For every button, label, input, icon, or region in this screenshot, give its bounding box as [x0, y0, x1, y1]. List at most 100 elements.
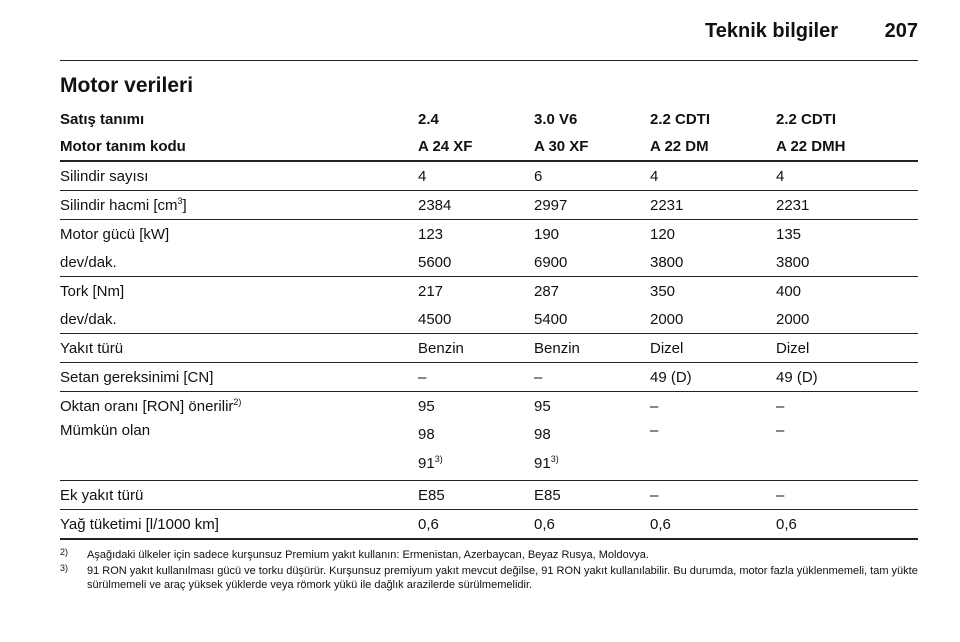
header-cell: 2.2 CDTI	[650, 111, 711, 128]
cell: 350	[650, 282, 676, 300]
row-label: Ek yakıt türü	[60, 480, 418, 510]
cell: 98 913)	[418, 420, 534, 481]
cell: 2997	[534, 190, 650, 220]
cell: 95	[418, 397, 435, 415]
footnote-text: Aşağıdaki ülkeler için sadece kurşunsuz …	[87, 549, 649, 561]
cell: –	[650, 480, 776, 510]
row: Ek yakıt türü E85 E85– –	[60, 480, 918, 510]
text: Setan gereksinimi [CN]	[60, 368, 214, 386]
cell-line: 98	[534, 422, 650, 447]
header-cell: Satış tanımı	[60, 111, 145, 128]
footnote: 2) Aşağıdaki ülkeler için sadece kurşunsu…	[60, 547, 918, 562]
cell: 217	[418, 282, 444, 300]
header-cell: A 22 DM	[650, 133, 776, 162]
cell: 0,6	[534, 509, 650, 540]
text: Motor gücü [kW]	[60, 225, 170, 243]
cell: 2384	[418, 190, 534, 220]
section-title: Motor verileri	[60, 74, 194, 97]
superscript: 3)	[434, 454, 443, 464]
cell-line: 913)	[418, 447, 534, 476]
header-cell: 2.4	[418, 111, 439, 128]
cell: Dizel	[776, 333, 918, 363]
text: Yağ tüketimi [l/1000 km]	[60, 515, 219, 533]
cell: 0,6	[776, 509, 918, 540]
text: Ek yakıt türü	[60, 486, 144, 504]
engine-table: Satış tanımı 2.4 3.0 V6 2.2 CDTI 2.2 CDTI Mot…	[60, 106, 918, 540]
row-label: Silindir hacmi [cm3]	[60, 190, 418, 220]
row-group: Setan gereksinimi [CN] – –49 (D) 49 (D)	[60, 362, 918, 392]
row: dev/dak. 4500 5400 2000 2000	[60, 305, 918, 334]
row: Silindir hacmi [cm3] 2384 2997 2231 2231	[60, 190, 918, 220]
row-label: Mümkün olan	[60, 420, 418, 481]
row: Tork [Nm] 217 287 350 400	[60, 277, 918, 306]
row-group: Motor gücü [kW] 123 190 120 135 dev/dak. 5600 6…	[60, 220, 918, 277]
cell: 3800	[650, 248, 776, 277]
row: Setan gereksinimi [CN] – –49 (D) 49 (D)	[60, 362, 918, 392]
cell: 4500	[418, 305, 534, 334]
row-label: Motor gücü [kW]	[60, 220, 418, 249]
row: Mümkün olan 98 913) 98 913) – –	[60, 420, 918, 481]
cell: 135	[776, 225, 802, 243]
row-label: Setan gereksinimi [CN]	[60, 362, 418, 392]
cell: 95	[534, 397, 551, 415]
text: dev/dak.	[60, 310, 117, 328]
text: 98	[418, 426, 435, 443]
cell: 5400	[534, 305, 650, 334]
cell: 287	[534, 282, 560, 300]
header-cell: 3.0 V6	[534, 111, 578, 128]
cell: 49 (D)	[650, 362, 776, 392]
page-header: Teknik bilgiler 207	[60, 16, 918, 61]
text: Tork [Nm]	[60, 282, 125, 300]
cell: Benzin	[534, 333, 650, 363]
row-label: dev/dak.	[60, 248, 418, 277]
cell: 4	[650, 161, 776, 191]
row-group: Yakıt türü Benzin Benzin Dizel Dizel	[60, 333, 918, 363]
header-cell: 2.2 CDTI	[776, 111, 837, 128]
header-row: Satış tanımı 2.4 3.0 V6 2.2 CDTI 2.2 CDTI	[60, 106, 918, 133]
cell: –	[650, 420, 776, 481]
row: Yakıt türü Benzin Benzin Dizel Dizel	[60, 333, 918, 363]
cell: 2000	[776, 305, 918, 334]
cell: 6900	[534, 248, 650, 277]
header-cell: A 24 XF	[418, 133, 534, 162]
cell: –	[650, 397, 659, 415]
text: ]	[182, 197, 187, 214]
text: dev/dak.	[60, 253, 117, 271]
cell: Dizel	[650, 333, 776, 363]
superscript: 3	[177, 196, 183, 206]
cell-line: 98	[418, 422, 534, 447]
row-group: Yağ tüketimi [l/1000 km] 0,6 0,6 0,6 0,6	[60, 509, 918, 540]
cell: E85	[534, 480, 650, 510]
footnote-mark: 3)	[60, 563, 69, 573]
header-cell: A 30 XF	[534, 133, 650, 162]
cell: 123	[418, 225, 444, 243]
cell: 98 913)	[534, 420, 650, 481]
text: Yakıt türü	[60, 339, 124, 357]
row: Yağ tüketimi [l/1000 km] 0,6 0,6 0,6 0,6	[60, 509, 918, 540]
row-group: Silindir sayısı 4 6 4 4	[60, 161, 918, 191]
row-label: Oktan oranı [RON] önerilir2)	[60, 392, 418, 421]
row: dev/dak. 5600 6900 3800 3800	[60, 248, 918, 277]
row-group: Tork [Nm] 217 287 350 400 dev/dak. 4500 5400 200…	[60, 277, 918, 334]
text: 91	[418, 455, 435, 472]
cell: 3800	[776, 248, 918, 277]
text: Oktan oranı [RON] önerilir	[60, 398, 234, 415]
row-label: Yakıt türü	[60, 333, 418, 363]
row-label: Yağ tüketimi [l/1000 km]	[60, 509, 418, 540]
cell: –	[776, 420, 918, 481]
row-label: dev/dak.	[60, 305, 418, 334]
cell: 4	[418, 161, 534, 191]
cell: 4	[776, 161, 918, 191]
cell: 190	[534, 225, 560, 243]
row: Motor gücü [kW] 123 190 120 135	[60, 220, 918, 249]
footnote-text: 91 RON yakıt kullanılması gücü ve torku …	[87, 565, 918, 591]
cell: 5600	[418, 248, 534, 277]
text: 91	[534, 455, 551, 472]
cell: 49 (D)	[776, 362, 918, 392]
cell: –	[418, 362, 534, 392]
cell: 6	[534, 161, 650, 191]
cell: –	[534, 362, 650, 392]
text: Mümkün olan	[60, 422, 151, 439]
row-group: Ek yakıt türü E85 E85– –	[60, 480, 918, 510]
row-label: Tork [Nm]	[60, 277, 418, 306]
